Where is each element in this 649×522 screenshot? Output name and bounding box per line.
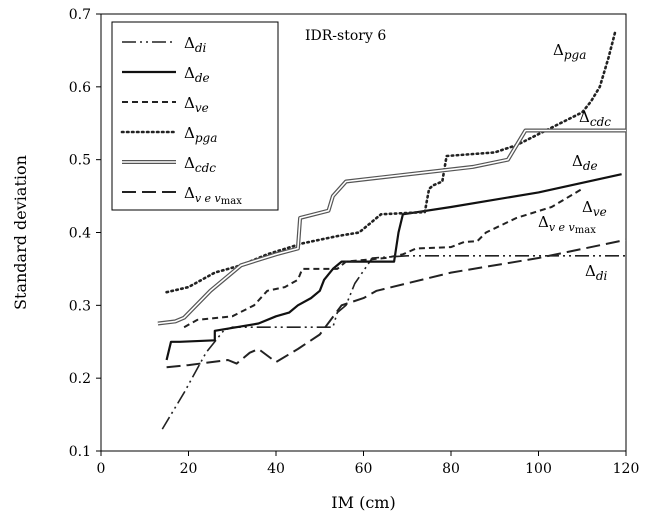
legend-box <box>111 21 279 211</box>
series-line <box>161 255 626 430</box>
chart-annotation: IDR-story 6 <box>305 28 386 44</box>
legend-entry: Δcdc <box>184 154 216 175</box>
series-line <box>157 129 626 325</box>
series-double <box>157 128 626 326</box>
x-tick-label: 40 <box>267 461 285 477</box>
legend-entry: Δve <box>184 94 209 115</box>
series-label: Δpga <box>553 41 586 62</box>
y-tick-label: 0.4 <box>69 226 91 242</box>
legend: Δdi Δde Δve Δpga Δcdc Δv e vmax <box>111 21 279 211</box>
series-line <box>166 238 627 369</box>
x-tick-label: 100 <box>525 461 552 477</box>
x-tick-label: 0 <box>97 461 106 477</box>
legend-entry: Δpga <box>184 124 217 145</box>
legend-entry: Δv e vmax <box>184 184 242 207</box>
y-tick-label: 0.7 <box>69 7 91 23</box>
ticks-layer: 0 20 40 60 80 100 120 0.1 0.2 0.3 0.4 0.5 0.6 0.7 <box>69 7 640 477</box>
series-label: Δde <box>572 152 598 173</box>
x-tick-label: 20 <box>180 461 198 477</box>
series-dashed <box>183 187 583 329</box>
series-long-dash <box>166 238 627 369</box>
series-line <box>183 187 583 329</box>
y-axis-label: Standard deviation <box>11 155 30 310</box>
y-tick-label: 0.1 <box>69 444 91 460</box>
x-tick-label: 60 <box>355 461 373 477</box>
series-dash-dot-dot <box>161 255 626 430</box>
series-label: Δcdc <box>579 108 611 129</box>
x-tick-label: 80 <box>442 461 460 477</box>
legend-entry: Δdi <box>184 34 207 55</box>
series-layer <box>157 30 627 430</box>
series-label: Δdi <box>585 262 608 283</box>
y-tick-label: 0.3 <box>69 298 91 314</box>
y-tick-label: 0.5 <box>69 153 91 169</box>
y-tick-label: 0.6 <box>69 80 91 96</box>
series-line <box>165 173 622 361</box>
x-axis-label: IM (cm) <box>331 493 395 512</box>
series-label: Δv e vmax <box>538 213 596 236</box>
legend-entry: Δde <box>184 64 210 85</box>
y-tick-label: 0.2 <box>69 371 91 387</box>
series-label: Δve <box>582 198 607 219</box>
x-tick-label: 120 <box>613 461 640 477</box>
series-solid <box>165 173 622 361</box>
